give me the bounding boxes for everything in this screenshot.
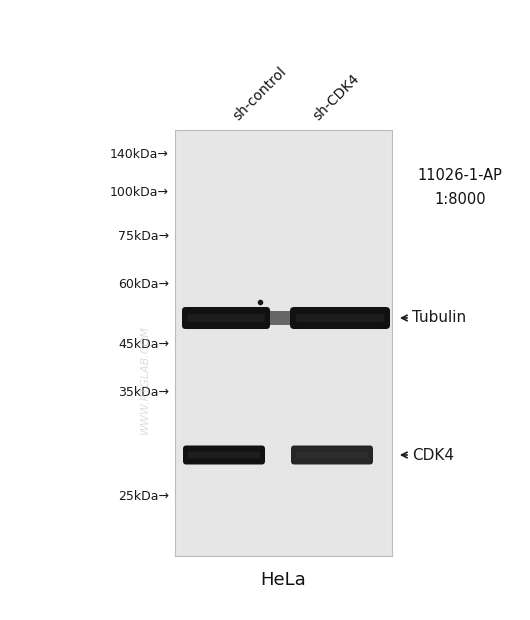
FancyBboxPatch shape [187, 314, 264, 322]
Text: 75kDa→: 75kDa→ [118, 229, 169, 242]
Text: sh-control: sh-control [230, 64, 289, 123]
Text: 45kDa→: 45kDa→ [118, 339, 169, 352]
Text: 1:8000: 1:8000 [434, 192, 486, 208]
Text: HeLa: HeLa [260, 571, 306, 589]
Text: 11026-1-AP: 11026-1-AP [418, 167, 502, 182]
FancyBboxPatch shape [296, 314, 384, 322]
FancyBboxPatch shape [188, 451, 260, 458]
Text: 100kDa→: 100kDa→ [110, 185, 169, 198]
Text: 140kDa→: 140kDa→ [110, 149, 169, 161]
Text: 25kDa→: 25kDa→ [118, 490, 169, 503]
Text: 60kDa→: 60kDa→ [118, 278, 169, 291]
Text: sh-CDK4: sh-CDK4 [310, 71, 361, 123]
FancyBboxPatch shape [291, 446, 373, 464]
Bar [175, 130, 392, 556]
FancyBboxPatch shape [296, 451, 368, 458]
FancyBboxPatch shape [183, 446, 265, 464]
Text: WWW.PTGLAB.COM: WWW.PTGLAB.COM [140, 326, 150, 435]
Bar [270, 311, 290, 325]
Text: Tubulin: Tubulin [412, 311, 466, 326]
Text: 35kDa→: 35kDa→ [118, 386, 169, 399]
FancyBboxPatch shape [290, 307, 390, 329]
Text: CDK4: CDK4 [412, 448, 454, 463]
FancyBboxPatch shape [182, 307, 270, 329]
